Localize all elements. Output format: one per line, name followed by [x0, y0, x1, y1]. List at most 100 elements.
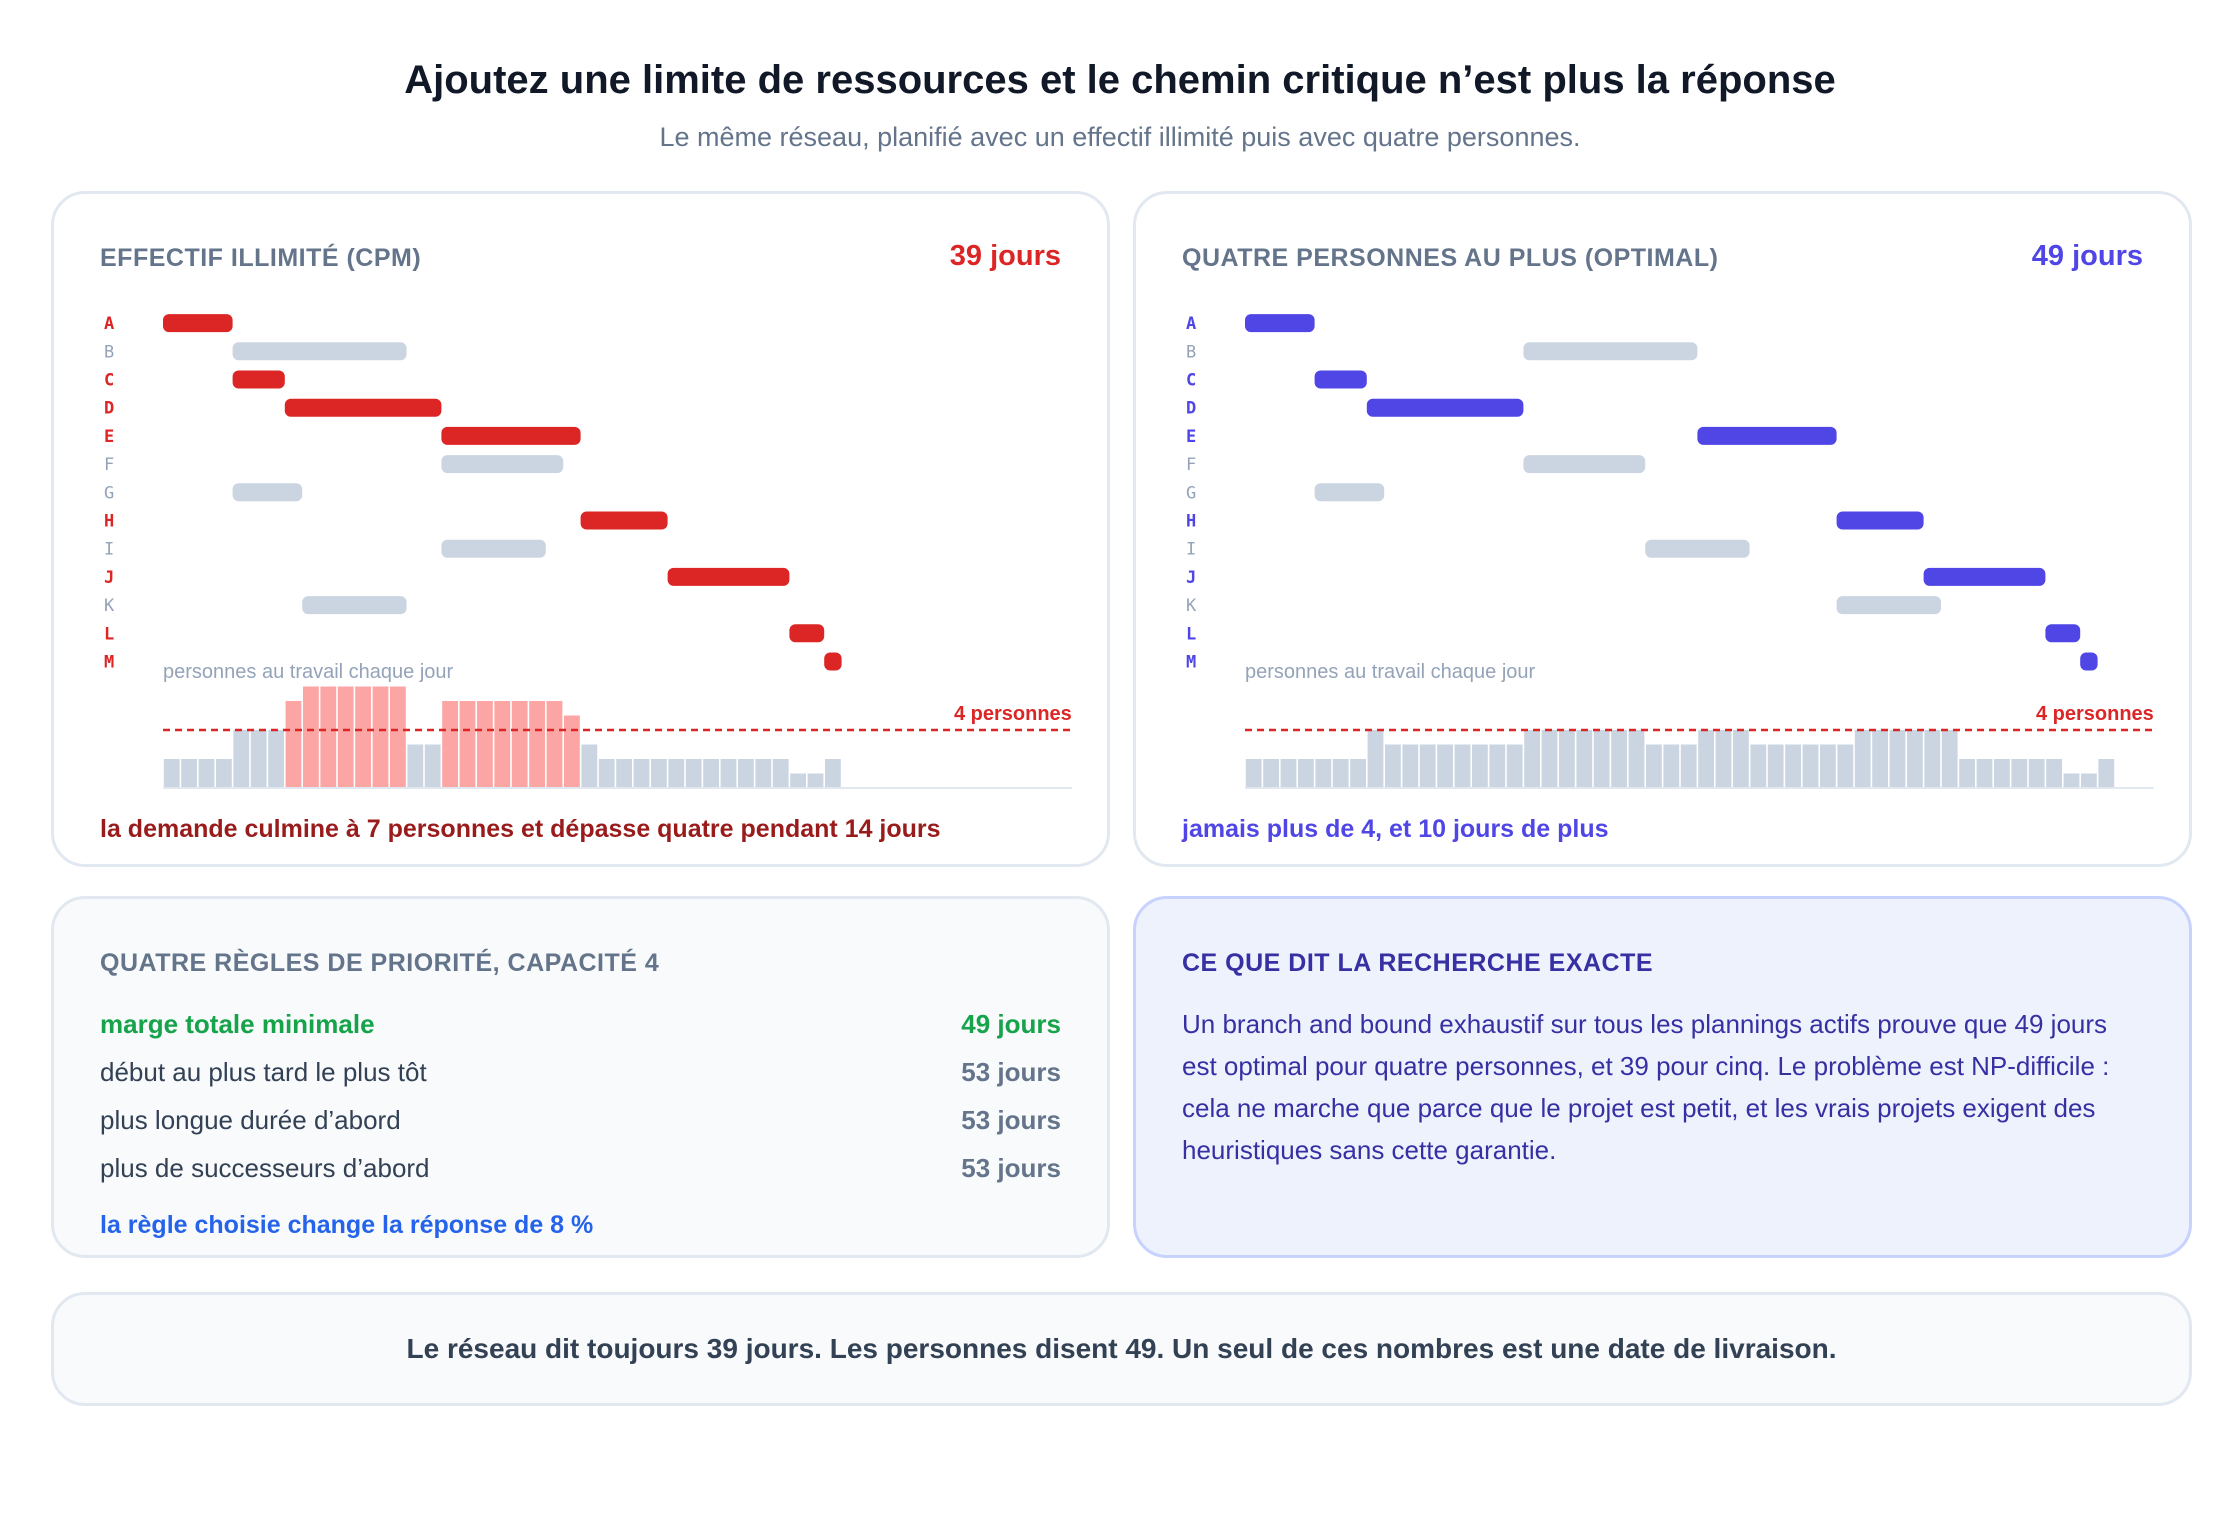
- histogram-bar: [581, 744, 598, 788]
- histogram-bar: [1820, 744, 1836, 788]
- histogram-bar: [1315, 759, 1332, 788]
- histogram-bar: [1837, 744, 1854, 788]
- task-label: I: [1186, 540, 1196, 560]
- histogram-bar: [1767, 744, 1784, 788]
- histogram-bar: [477, 701, 493, 788]
- histogram-bar: [1785, 744, 1801, 788]
- rule-name: marge totale minimale: [100, 1009, 375, 1039]
- task-bar: [302, 596, 407, 615]
- task-label: B: [104, 342, 114, 362]
- histogram-bar: [616, 759, 632, 788]
- histogram-bar: [1663, 744, 1680, 788]
- histogram-bar: [424, 744, 441, 788]
- task-bar: [1923, 567, 2046, 586]
- task-bar: [232, 483, 303, 502]
- histogram-bar: [738, 759, 754, 788]
- histogram-bar: [285, 701, 302, 788]
- cpm-heading: EFFECTIF ILLIMITÉ (CPM): [100, 244, 422, 272]
- task-label: C: [1186, 371, 1196, 391]
- optimal-heading: QUATRE PERSONNES AU PLUS (OPTIMAL): [1182, 244, 1719, 272]
- histogram-bar: [1298, 759, 1314, 788]
- histogram-bar: [390, 686, 406, 788]
- histogram-bar: [1715, 730, 1732, 788]
- histogram-bar: [685, 759, 702, 788]
- rule-value: 53 jours: [961, 1057, 1061, 1087]
- task-label: E: [104, 427, 114, 447]
- histogram-bar: [790, 773, 806, 788]
- histogram-bar: [1646, 744, 1662, 788]
- task-label: F: [1186, 455, 1196, 475]
- task-bar: [580, 511, 668, 530]
- histogram-bar: [1802, 744, 1819, 788]
- rules-card: QUATRE RÈGLES DE PRIORITÉ, CAPACITÉ 4 ma…: [51, 896, 1110, 1258]
- histogram-bar: [1385, 744, 1401, 788]
- histogram-bar: [337, 686, 354, 788]
- histogram-bar: [163, 759, 180, 788]
- histogram-bar: [1698, 730, 1714, 788]
- histogram-bar: [1245, 759, 1262, 788]
- histogram-bar: [546, 701, 563, 788]
- histogram-bar: [233, 730, 250, 788]
- task-label: E: [1186, 427, 1196, 447]
- histogram-label: personnes au travail chaque jour: [1245, 661, 1536, 683]
- histogram-bar: [1680, 744, 1697, 788]
- histogram-bar: [181, 759, 197, 788]
- task-label: B: [1186, 342, 1196, 362]
- histogram-bar: [1959, 759, 1975, 788]
- exact-body: Un branch and bound exhaustif sur tous l…: [1182, 1009, 2110, 1165]
- task-bar: [284, 398, 442, 417]
- optimal-total: 49 jours: [2031, 240, 2143, 272]
- histogram-bar: [198, 759, 215, 788]
- histogram-bar: [2063, 773, 2080, 788]
- histogram-bar: [1280, 759, 1297, 788]
- histogram-bar: [1628, 730, 1645, 788]
- histogram-bar: [1750, 744, 1767, 788]
- task-label: I: [104, 540, 114, 560]
- task-bar: [1645, 539, 1750, 558]
- task-bar: [667, 567, 790, 586]
- task-label: G: [104, 483, 114, 503]
- histogram-bar: [668, 759, 685, 788]
- histogram-bar: [1402, 744, 1419, 788]
- histogram-bar: [216, 759, 232, 788]
- rule-row: plus de successeurs d’abord 53 jours: [100, 1153, 1061, 1193]
- task-label: K: [104, 596, 115, 616]
- histogram-bar: [1889, 730, 1906, 788]
- histogram-bar: [1593, 730, 1610, 788]
- task-label: J: [1186, 568, 1196, 588]
- histogram-bar: [268, 730, 284, 788]
- task-bar: [2080, 652, 2098, 671]
- histogram-bar: [2098, 759, 2115, 788]
- histogram-bar: [250, 730, 267, 788]
- rules-note: la règle choisie change la réponse de 8 …: [100, 1211, 594, 1239]
- histogram-bar: [1941, 730, 1958, 788]
- histogram-bar: [1263, 759, 1279, 788]
- histogram-bar: [1454, 744, 1471, 788]
- histogram-bar: [529, 701, 545, 788]
- task-label: G: [1186, 483, 1196, 503]
- task-bar: [1836, 511, 1924, 530]
- histogram-bar: [1611, 730, 1627, 788]
- page-title: Ajoutez une limite de ressources et le c…: [404, 58, 1836, 102]
- histogram-bar: [355, 686, 371, 788]
- capacity-label: 4 personnes: [954, 703, 1072, 725]
- optimal-card: QUATRE PERSONNES AU PLUS (OPTIMAL) 49 jo…: [1133, 191, 2192, 867]
- exact-heading: CE QUE DIT LA RECHERCHE EXACTE: [1182, 949, 1654, 977]
- footer-card: Le réseau dit toujours 39 jours. Les per…: [51, 1292, 2192, 1406]
- histogram-bar: [1350, 759, 1366, 788]
- histogram-bar: [1994, 759, 2010, 788]
- rule-row: marge totale minimale 49 jours: [100, 1009, 1061, 1049]
- task-bar: [1697, 426, 1837, 445]
- histogram-bar: [459, 701, 476, 788]
- task-label: D: [1186, 399, 1196, 419]
- task-label: L: [104, 624, 114, 644]
- histogram-bar: [564, 715, 580, 788]
- histogram-bar: [372, 686, 389, 788]
- histogram-bar: [303, 686, 319, 788]
- histogram-bar: [1541, 730, 1558, 788]
- task-label: H: [104, 512, 114, 532]
- task-label: M: [1186, 653, 1196, 673]
